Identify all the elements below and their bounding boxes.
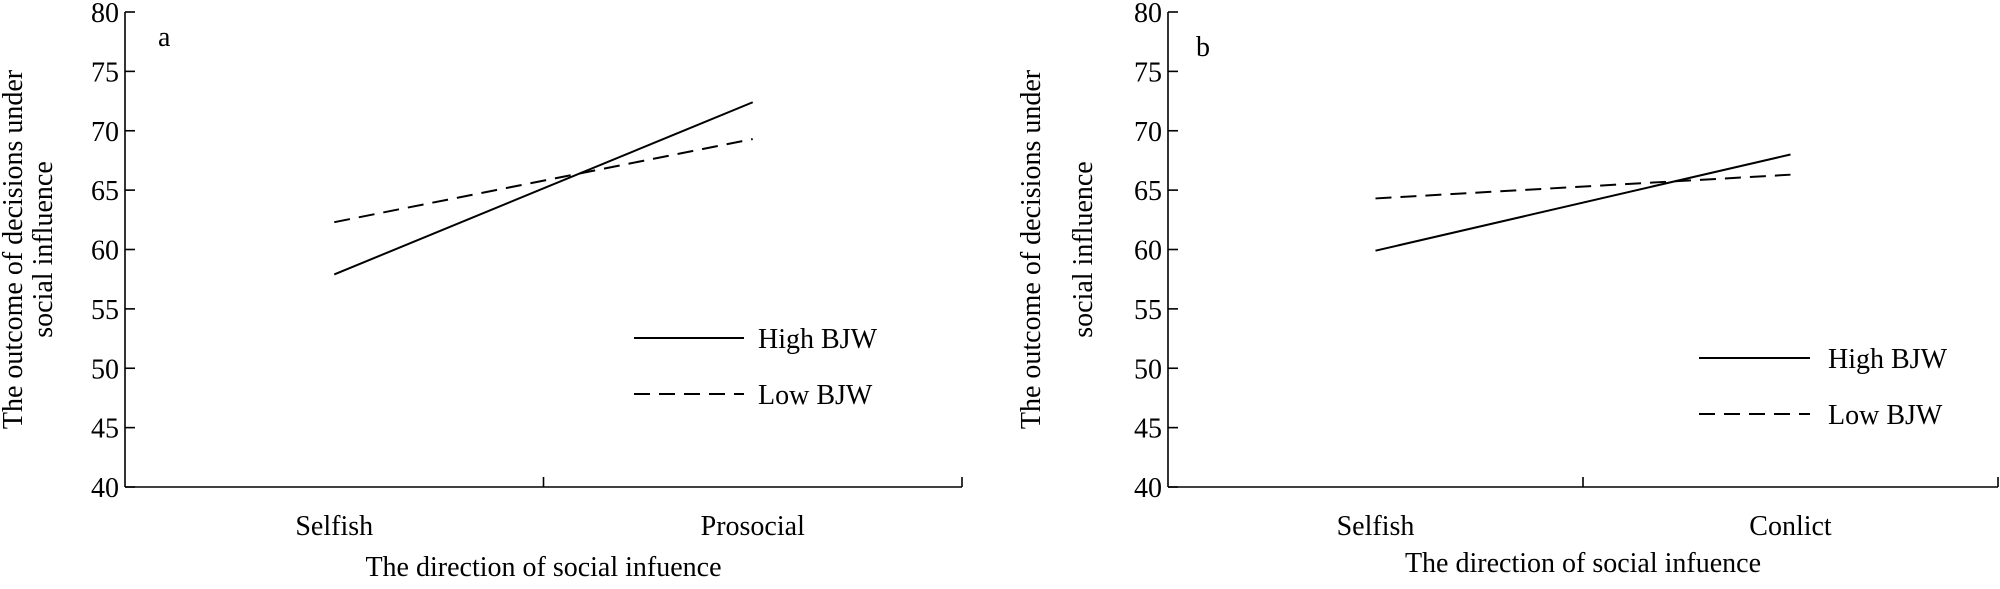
y-tick-label: 45	[91, 414, 119, 445]
y-tick-label: 50	[1134, 354, 1162, 385]
y-axis-title: social influence	[28, 161, 59, 337]
y-axis-title: social influence	[1068, 161, 1099, 337]
series-line-low-bjw	[1375, 173, 1791, 200]
panel-letter: a	[158, 22, 171, 53]
chart-panel-b: 40 45 50 55 60 65 70 75 80 Selfish Conlict The dire…	[1016, 0, 1999, 579]
y-tick-label: 60	[1134, 236, 1162, 267]
y-tick-label: 55	[91, 295, 119, 326]
x-category-label: Conlict	[1749, 511, 1832, 542]
y-tick-label: 55	[1134, 295, 1162, 326]
legend-label: High BJW	[1828, 344, 1948, 375]
x-category-label: Selfish	[295, 511, 373, 542]
y-axis-title: The outcome of decisions under	[0, 69, 29, 429]
y-tick-label: 70	[91, 117, 119, 148]
legend: High BJW Low BJW	[634, 324, 878, 411]
chart-panel-a: 40 45 50 55 60 65 70 75 80 Selfish Prosocial The di…	[0, 0, 963, 583]
y-tick-label: 80	[1134, 0, 1162, 29]
y-tick-label: 60	[91, 236, 119, 267]
series-line-low-bjw	[334, 138, 753, 224]
series-line-high-bjw	[1375, 153, 1791, 252]
y-tick-label: 80	[91, 0, 119, 29]
legend-label: Low BJW	[1828, 400, 1943, 431]
panel-letter: b	[1196, 32, 1210, 63]
x-axis-title: The direction of social infuence	[1405, 548, 1761, 579]
legend-label: High BJW	[758, 324, 878, 355]
y-tick-label: 65	[1134, 176, 1162, 207]
x-category-label: Selfish	[1337, 511, 1415, 542]
y-tick-label: 70	[1134, 117, 1162, 148]
y-tick-label: 45	[1134, 414, 1162, 445]
x-axis-title: The direction of social infuence	[365, 552, 721, 583]
series-line-high-bjw	[333, 101, 754, 276]
x-category-label: Prosocial	[701, 511, 805, 542]
y-tick-label: 65	[91, 176, 119, 207]
y-tick-label: 40	[91, 473, 119, 504]
legend-label: Low BJW	[758, 380, 873, 411]
y-tick-label: 40	[1134, 473, 1162, 504]
y-axis-title: The outcome of decisions under	[1016, 69, 1047, 429]
y-tick-label: 75	[91, 57, 119, 88]
y-tick-label: 50	[91, 354, 119, 385]
y-tick-label: 75	[1134, 57, 1162, 88]
legend: High BJW Low BJW	[1699, 344, 1948, 431]
